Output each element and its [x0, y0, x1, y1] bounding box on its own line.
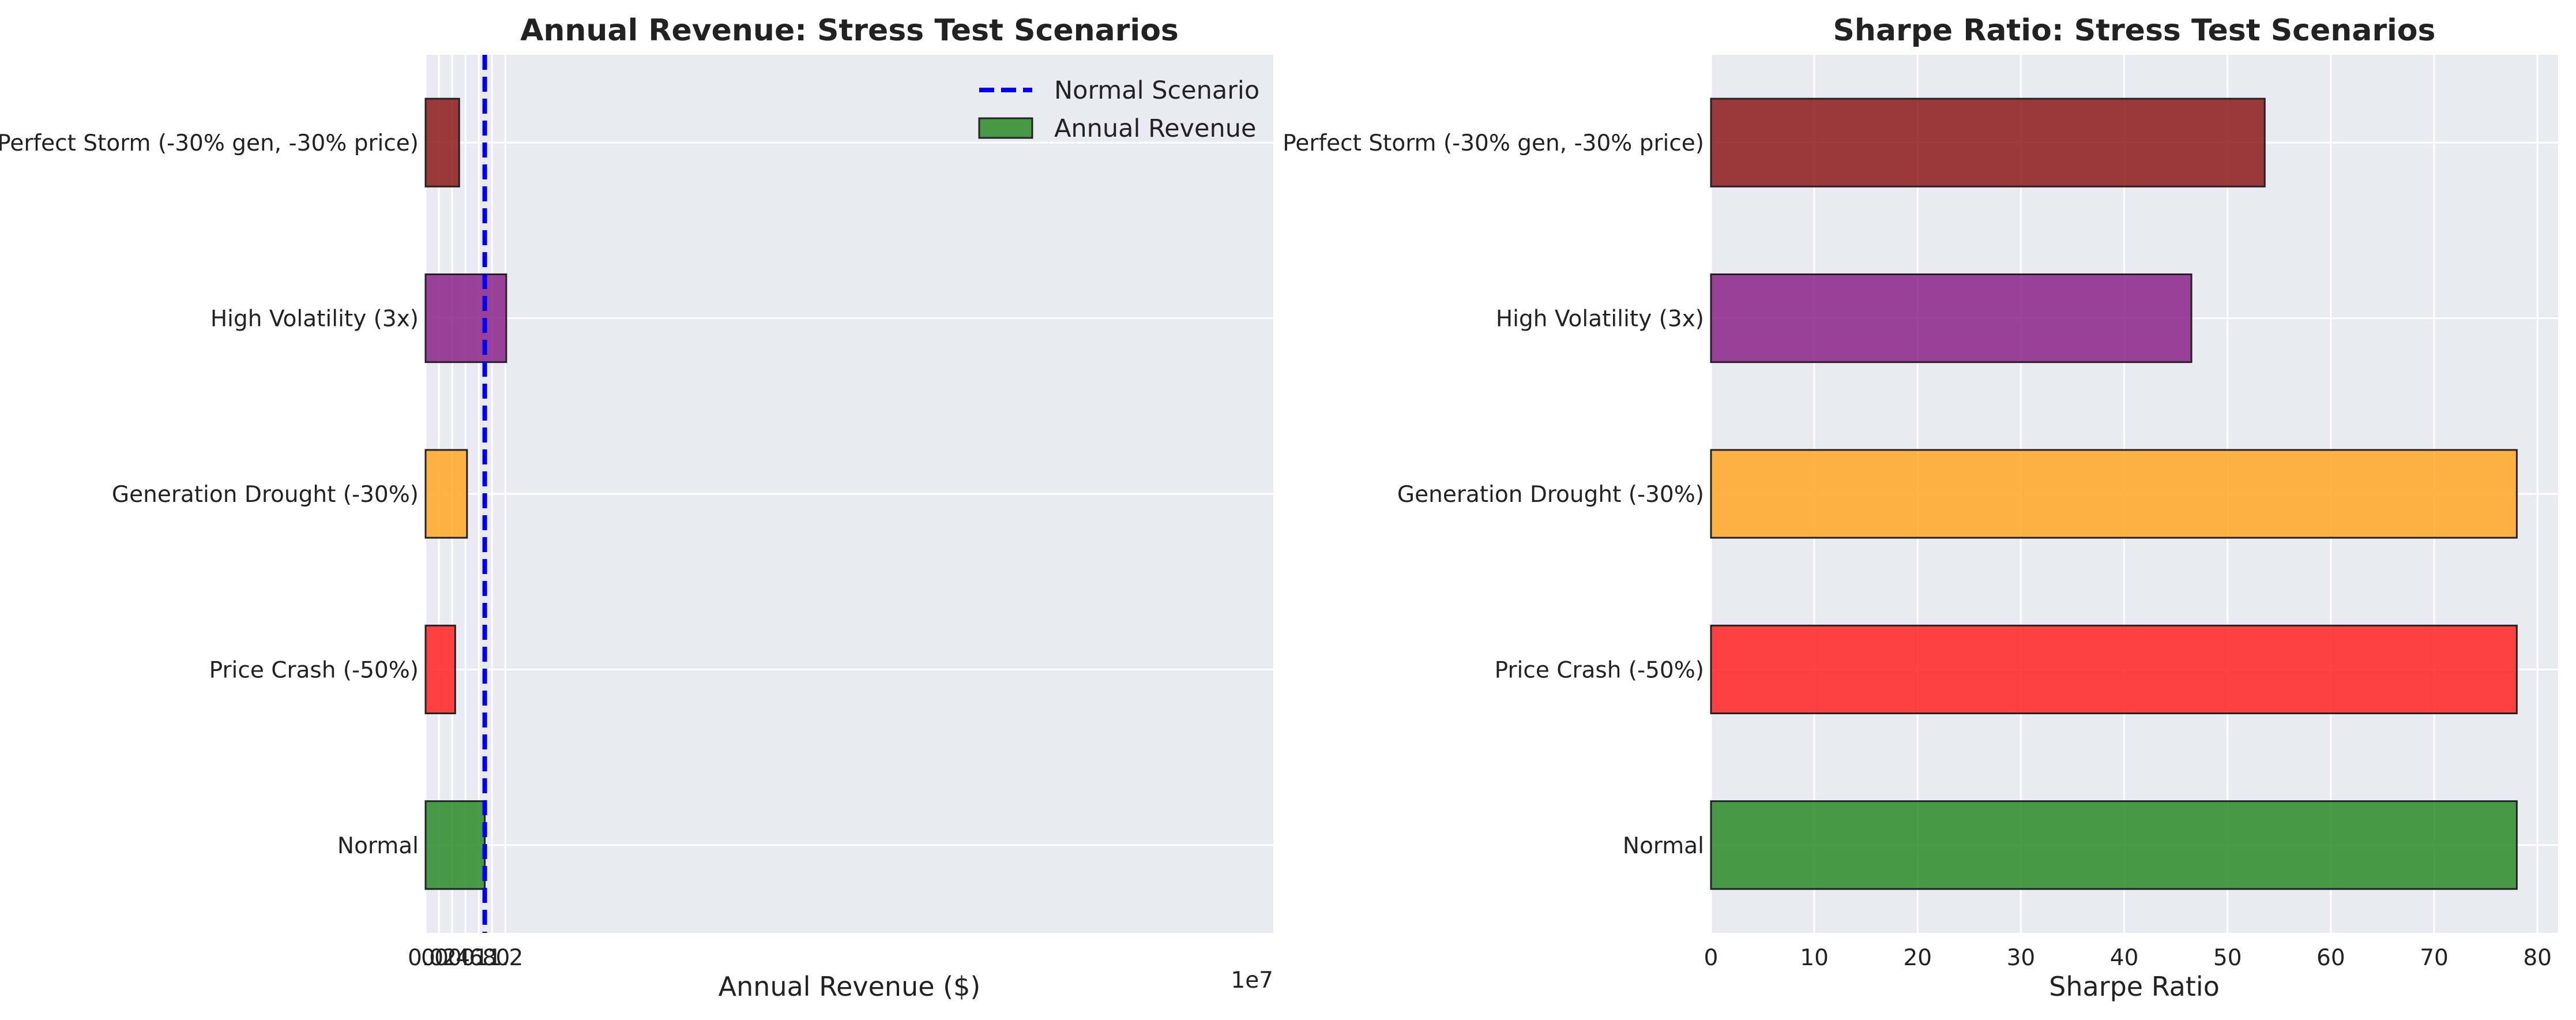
revenue-x-tick-label: 0.2: [421, 945, 457, 971]
revenue-y-tick-labels: Normal Price Crash (-50%) Generation Droug…: [0, 130, 419, 859]
sharpe-x-tick-label: 60: [2316, 945, 2345, 971]
revenue-y-tick-label: Price Crash (-50%): [209, 657, 419, 683]
sharpe-x-tick-label: 70: [2420, 945, 2449, 971]
revenue-x-tick-label: 0.0: [408, 945, 443, 971]
revenue-y-tick-label: Perfect Storm (-30% gen, -30% price): [0, 130, 419, 156]
revenue-bar-generation-drought-30: [424, 449, 468, 539]
revenue-chart-title: Annual Revenue: Stress Test Scenarios: [520, 13, 1179, 48]
revenue-bar-perfect-storm-30-gen-30-price: [424, 97, 460, 187]
revenue-x-tick-label: 1.2: [487, 945, 523, 971]
sharpe-x-tick-label: 50: [2213, 945, 2242, 971]
sharpe-y-tick-label: Generation Drought (-30%): [1397, 482, 1704, 508]
sharpe-y-tick-labels: Normal Price Crash (-50%) Generation Droug…: [1283, 130, 1704, 859]
sharpe-x-tick-label: 80: [2523, 945, 2552, 971]
revenue-x-tick-label: 0.4: [434, 945, 470, 971]
revenue-y-tick-label: High Volatility (3x): [210, 306, 419, 332]
sharpe-x-tick-label: 20: [1903, 945, 1932, 971]
legend-annual-revenue-label: Annual Revenue: [1054, 114, 1256, 143]
sharpe-x-tick-label: 30: [2007, 945, 2036, 971]
sharpe-bar-perfect-storm-30-gen-30-price: [1710, 97, 2266, 187]
sharpe-x-tick-label: 0: [1704, 945, 1718, 971]
revenue-x-axis-label: Annual Revenue ($): [719, 971, 981, 1002]
sharpe-bar-normal: [1710, 800, 2518, 890]
revenue-legend: Normal Scenario Annual Revenue: [978, 76, 1259, 143]
revenue-bars: [424, 97, 507, 890]
revenue-x-tick-label: 1.0: [474, 945, 510, 971]
revenue-y-tick-label: Generation Drought (-30%): [112, 482, 419, 508]
sharpe-chart: Normal Price Crash (-50%) Generation Droug…: [1283, 13, 2558, 1002]
sharpe-bar-price-crash-50: [1710, 624, 2518, 715]
revenue-x-offset-text: 1e7: [1231, 967, 1273, 993]
revenue-bar-high-volatility-3x: [424, 273, 507, 363]
sharpe-bar-generation-drought-30: [1710, 449, 2518, 539]
revenue-y-tick-label: Normal: [337, 833, 419, 859]
revenue-x-tick-label: 0.8: [461, 945, 497, 971]
legend-normal-scenario-label: Normal Scenario: [1054, 76, 1259, 105]
sharpe-chart-title: Sharpe Ratio: Stress Test Scenarios: [1833, 13, 2435, 48]
sharpe-y-tick-label: Perfect Storm (-30% gen, -30% price): [1283, 130, 1704, 156]
sharpe-x-tick-label: 40: [2110, 945, 2139, 971]
sharpe-y-tick-label: High Volatility (3x): [1496, 306, 1704, 332]
revenue-chart: Normal Price Crash (-50%) Generation Droug…: [0, 13, 1273, 1002]
revenue-bar-normal: [424, 800, 486, 890]
sharpe-bars: [1710, 97, 2518, 890]
sharpe-y-tick-label: Price Crash (-50%): [1495, 657, 1704, 683]
sharpe-x-axis-label: Sharpe Ratio: [2049, 971, 2220, 1002]
sharpe-bar-high-volatility-3x: [1710, 273, 2193, 363]
revenue-x-tick-labels: 0.00.20.40.60.81.01.2: [408, 945, 523, 971]
sharpe-x-tick-labels: 0 10 20 30 40 50 60 70 80: [1704, 945, 2552, 971]
sharpe-y-tick-label: Normal: [1623, 833, 1704, 859]
revenue-bar-price-crash-50: [424, 624, 456, 715]
sharpe-x-tick-label: 10: [1800, 945, 1829, 971]
revenue-x-tick-label: 0.6: [447, 945, 483, 971]
legend-annual-revenue-swatch: [978, 117, 1033, 139]
